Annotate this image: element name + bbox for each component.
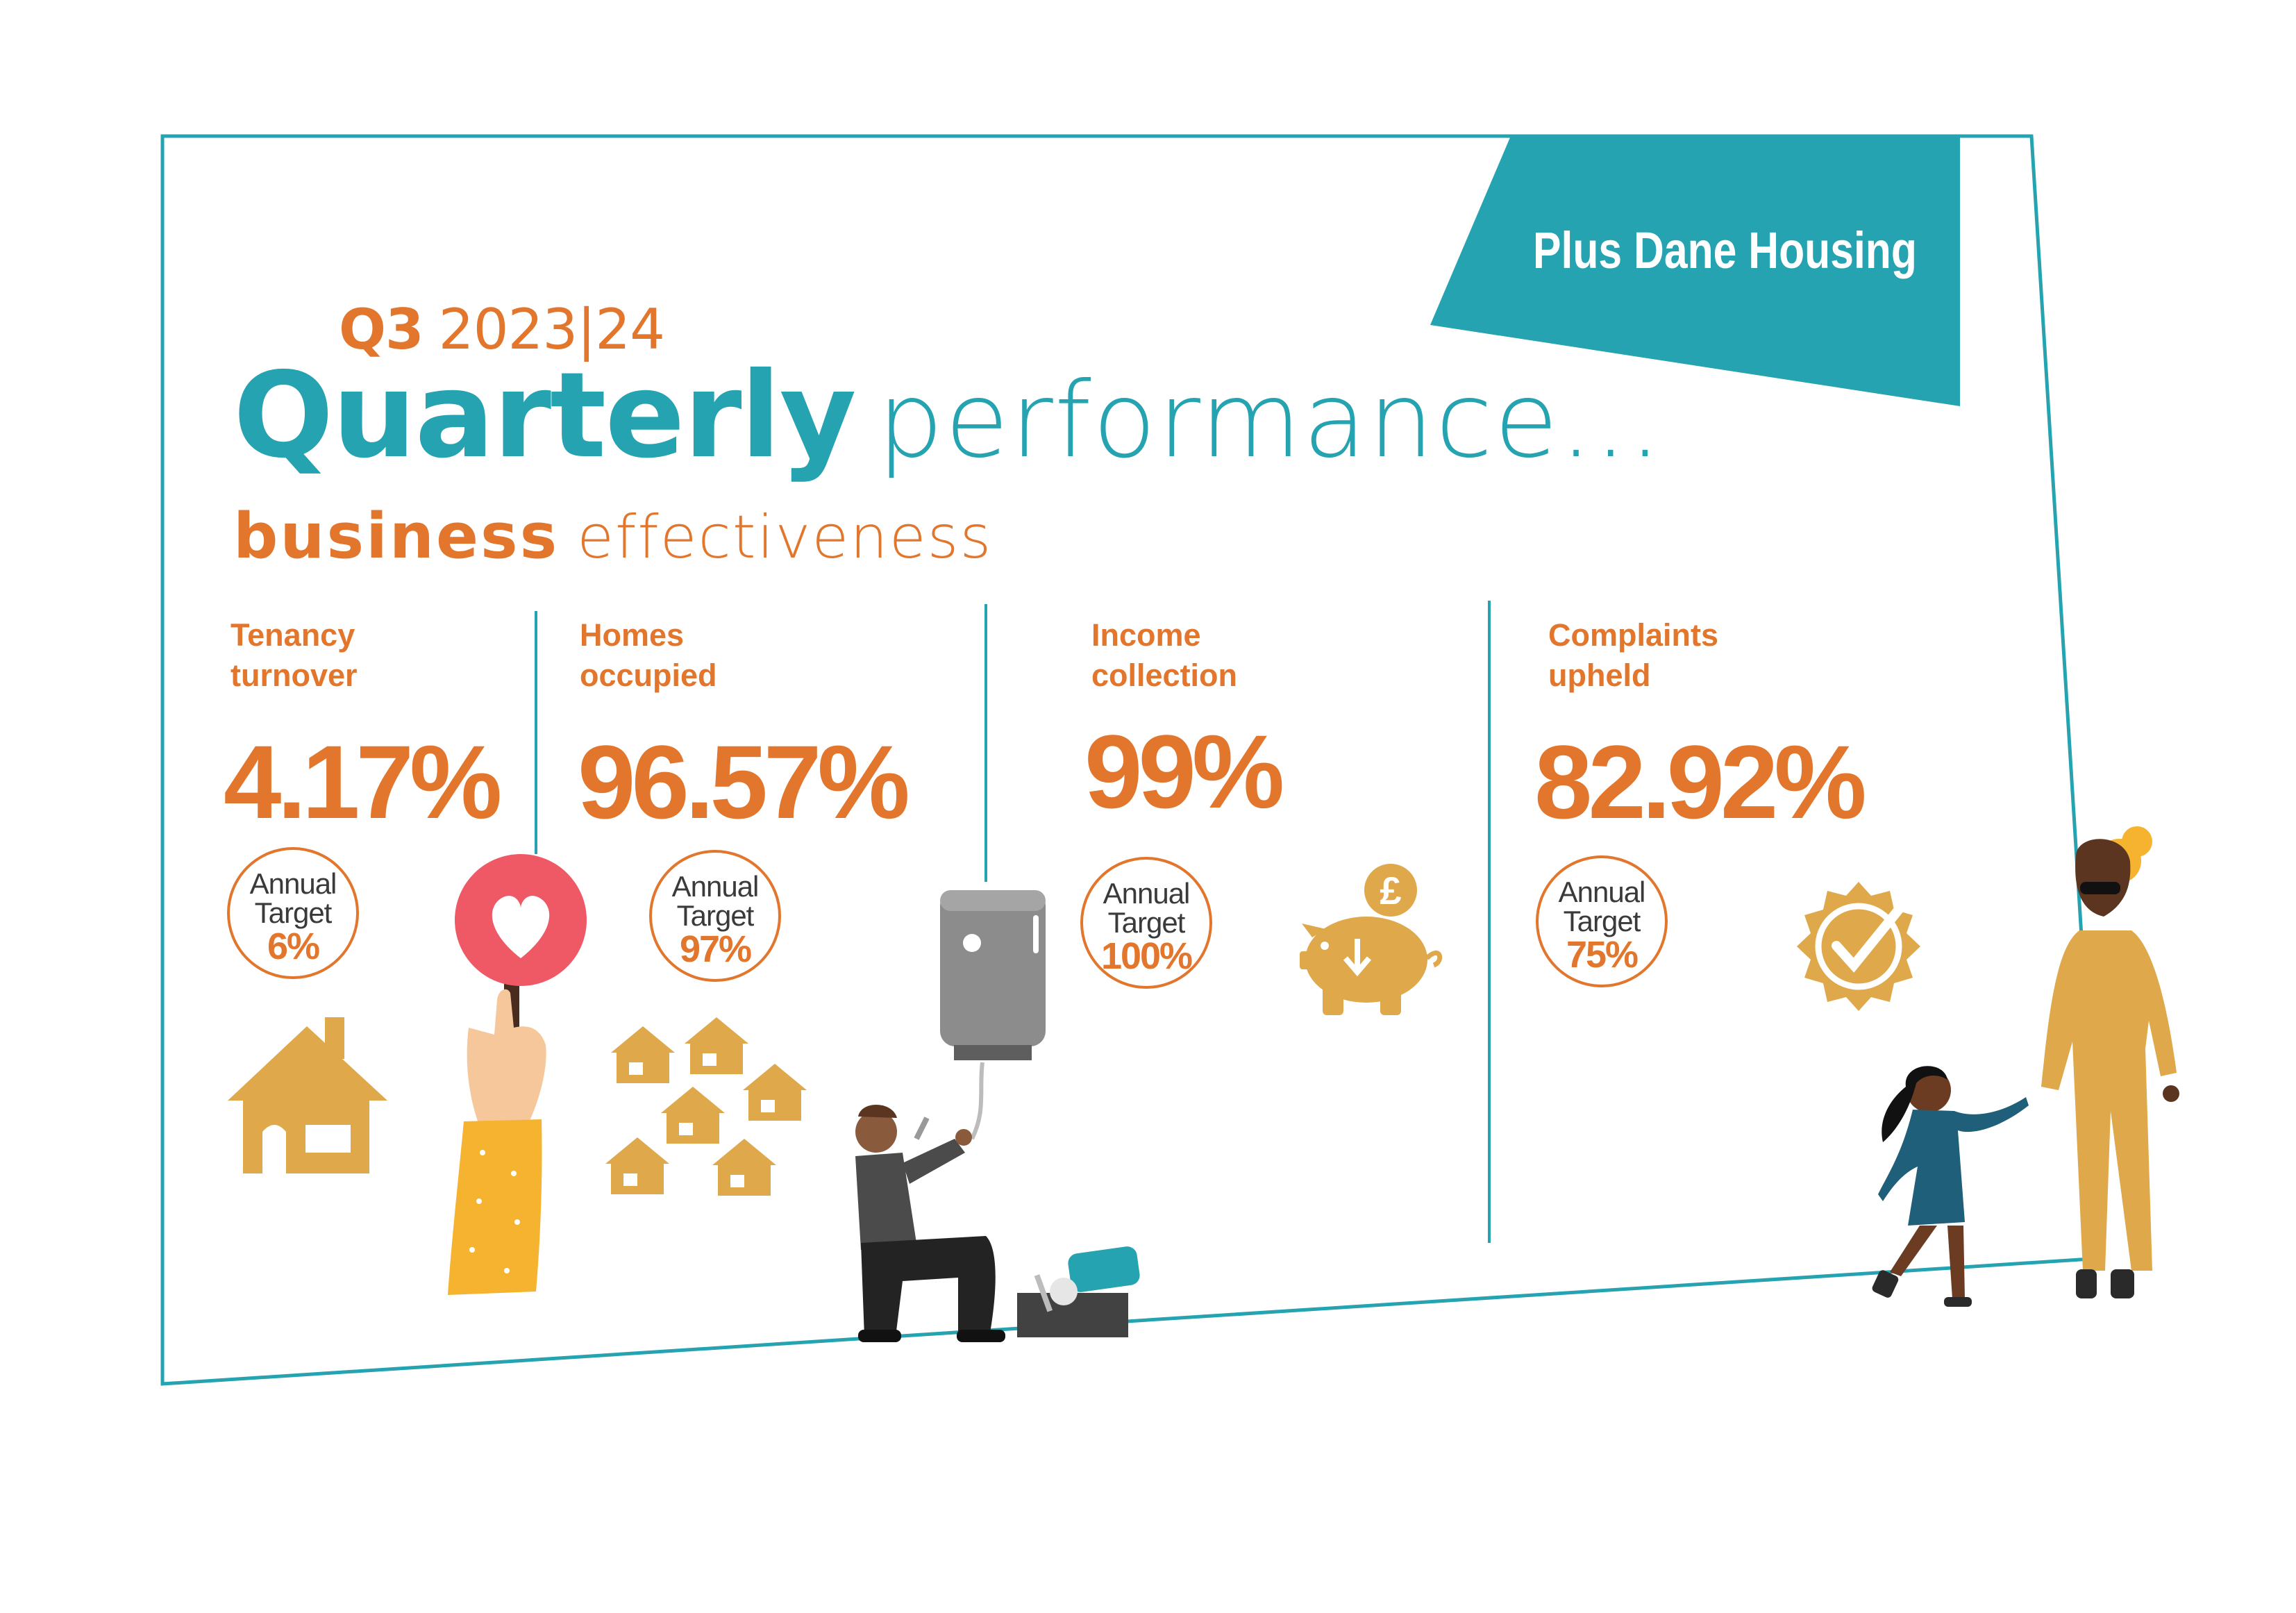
title-bold: Quarterly [233,347,857,485]
metric-label-line2: upheld [1548,658,1651,693]
target-badge-tenancy: Annual Target 6% [227,847,359,979]
child-illustration [1872,1066,2029,1307]
target-line1: Annual [1103,877,1191,910]
brand-tab [1430,137,1960,406]
boiler-illustration [940,890,1046,1140]
target-line1: Annual [1558,876,1646,908]
section-title: business effectiveness [233,500,992,573]
section-bold: business [233,500,560,573]
woman-illustration [2041,826,2179,1298]
metric-value-income: 99% [1084,713,1284,830]
target-line2: Target [254,896,333,929]
metric-label-line1: Complaints [1548,617,1719,653]
heart-sign-illustration [448,854,587,1295]
target-line2: Target [1563,905,1641,937]
target-line1: Annual [249,867,337,900]
metric-label-complaints: Complaints upheld [1548,615,1840,696]
title-light: performance... [877,360,1664,481]
quarter-label: Q3 [339,297,424,362]
target-line2: Target [676,899,755,932]
target-badge-complaints: Annual Target 75% [1536,855,1668,987]
period-label: Q3 2023|24 [339,297,665,362]
metric-label-line1: Income [1091,617,1201,653]
house-icon [228,1017,387,1173]
metric-label-income: Income collection [1091,615,1383,696]
metric-label-homes: Homes occupied [580,615,871,696]
target-line2: Target [1107,906,1186,939]
page-title: Quarterly performance... [233,347,1663,485]
target-badge-homes: Annual Target 97% [649,850,781,982]
section-light: effectiveness [577,503,993,572]
metric-label-line2: collection [1091,658,1238,693]
check-badge-icon [1797,882,1920,1011]
metric-value-complaints: 82.92% [1534,724,1867,840]
toolbox-icon [1017,1246,1140,1337]
target-value: 75% [1566,934,1639,976]
pound-symbol: £ [1380,869,1401,912]
target-value: 97% [679,928,752,970]
year-label: 2023|24 [438,297,665,362]
target-value: 6% [267,926,320,967]
metric-label-line2: turnover [231,658,358,693]
piggy-bank-pound-icon: £ [1300,864,1443,1015]
metric-label-line2: occupied [580,658,717,693]
metric-label-line1: Tenancy [231,617,355,653]
metric-value-homes: 96.57% [578,724,910,840]
plumber-illustration [855,1104,1005,1342]
metric-label-line1: Homes [580,617,685,653]
metric-value-tenancy: 4.17% [224,724,502,840]
houses-cluster-icon [605,1017,807,1196]
metric-label-tenancy: Tenancy turnover [231,615,522,696]
target-value: 100% [1100,935,1193,977]
target-badge-income: Annual Target 100% [1080,857,1212,989]
brand-name: Plus Dane Housing [1533,222,1917,279]
target-line1: Annual [671,870,760,903]
heart-icon [492,896,550,958]
